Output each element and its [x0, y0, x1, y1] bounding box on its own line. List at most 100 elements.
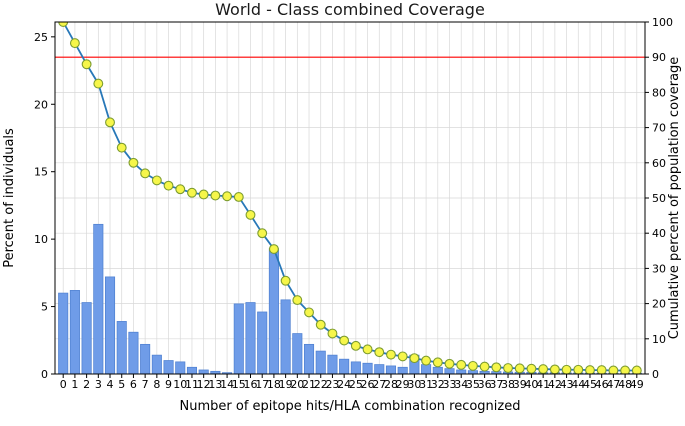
cumulative-marker — [105, 117, 115, 128]
bar — [327, 354, 338, 374]
x-tick-label: 30 — [407, 378, 421, 391]
left-tick-label: 25 — [34, 31, 48, 44]
cumulative-marker — [292, 295, 303, 306]
right-tick-label: 40 — [652, 227, 666, 240]
bar — [104, 276, 116, 374]
left-tick-label: 15 — [34, 166, 48, 179]
bar — [268, 248, 279, 374]
x-tick-label: 3 — [95, 378, 102, 391]
left-tick-label: 20 — [34, 98, 48, 111]
cumulative-marker — [304, 307, 314, 318]
x-tick-label: 32 — [431, 378, 445, 391]
bar — [69, 290, 80, 374]
bar — [186, 366, 197, 374]
cumulative-marker — [432, 357, 443, 368]
x-tick-label: 27 — [372, 378, 386, 391]
bar — [303, 343, 315, 374]
cumulative-marker — [479, 361, 490, 372]
chart-title: World - Class combined Coverage — [215, 0, 485, 19]
cumulative-marker — [233, 191, 244, 202]
cumulative-marker — [175, 184, 186, 195]
bar — [397, 366, 408, 374]
x-tick-label: 49 — [630, 378, 644, 391]
x-tick-label: 46 — [595, 378, 609, 391]
cumulative-marker — [386, 349, 396, 360]
x-tick-label: 37 — [489, 378, 503, 391]
cumulative-marker — [222, 191, 233, 202]
bar — [81, 302, 92, 374]
cumulative-marker — [81, 59, 92, 70]
bar — [140, 343, 151, 374]
cumulative-marker — [151, 175, 162, 186]
x-tick-label: 13 — [208, 378, 222, 391]
cumulative-marker — [93, 78, 104, 89]
cumulative-marker — [163, 180, 174, 191]
cumulative-marker — [491, 362, 502, 373]
right-tick-label: 80 — [652, 86, 666, 99]
x-tick-label: 40 — [524, 378, 538, 391]
axis-ticks: 0 1 2 3 4 5 6 7 8 9 101112131415161718192021222324… — [34, 16, 673, 391]
x-tick-label: 17 — [255, 378, 269, 391]
cumulative-marker — [467, 360, 478, 371]
cumulative-marker — [514, 363, 525, 374]
x-tick-label: 26 — [361, 378, 375, 391]
cumulative-marker — [596, 365, 607, 374]
bar — [93, 223, 104, 374]
cumulative-marker — [339, 335, 350, 346]
cumulative-marker — [631, 365, 642, 374]
x-tick-label: 20 — [290, 378, 304, 391]
cumulative-marker — [187, 187, 197, 198]
bar — [58, 292, 69, 374]
x-tick-label: 2 — [83, 378, 90, 391]
x-tick-label: 10 — [173, 378, 187, 391]
x-tick-label: 9 — [165, 378, 172, 391]
x-tick-label: 38 — [501, 378, 515, 391]
x-tick-label: 34 — [454, 378, 468, 391]
left-tick-label: 10 — [34, 233, 48, 246]
cumulative-marker — [350, 340, 361, 351]
cumulative-marker — [549, 364, 560, 374]
x-tick-label: 24 — [337, 378, 351, 391]
cumulative-marker — [561, 364, 572, 374]
x-tick-label: 14 — [220, 378, 234, 391]
x-tick-label: 29 — [396, 378, 410, 391]
grid-lines — [55, 22, 645, 374]
cumulative-marker — [421, 355, 432, 366]
left-y-axis-label: Percent of individuals — [2, 128, 17, 268]
right-y-axis-label: Cumulative percent of population coverag… — [667, 57, 682, 340]
x-tick-label: 7 — [142, 378, 149, 391]
bar — [467, 370, 478, 374]
cumulative-marker — [257, 228, 268, 239]
x-tick-label: 36 — [478, 378, 492, 391]
cumulative-marker — [608, 365, 619, 374]
cumulative-marker — [268, 244, 279, 254]
bar — [245, 302, 256, 374]
bar — [116, 321, 127, 374]
x-tick-label: 48 — [618, 378, 632, 391]
x-tick-label: 1 — [71, 378, 78, 391]
bar — [362, 362, 373, 374]
x-tick-label: 45 — [583, 378, 597, 391]
x-tick-label: 47 — [606, 378, 620, 391]
bar — [339, 358, 350, 374]
x-tick-label: 44 — [571, 378, 585, 391]
cumulative-marker — [210, 190, 221, 201]
x-tick-label: 12 — [197, 378, 211, 391]
cumulative-marker — [140, 168, 151, 179]
cumulative-marker — [128, 157, 139, 168]
x-tick-label: 42 — [548, 378, 562, 391]
x-tick-label: 43 — [560, 378, 574, 391]
bar — [350, 361, 361, 374]
cumulative-marker — [409, 353, 420, 364]
right-tick-label: 90 — [652, 51, 666, 64]
bar — [163, 360, 174, 374]
bar — [421, 364, 432, 374]
x-tick-label: 5 — [118, 378, 125, 391]
cumulative-marker — [620, 365, 631, 374]
x-tick-label: 8 — [153, 378, 160, 391]
x-tick-label: 23 — [325, 378, 339, 391]
bar — [198, 369, 209, 374]
cumulative-marker — [280, 275, 291, 286]
